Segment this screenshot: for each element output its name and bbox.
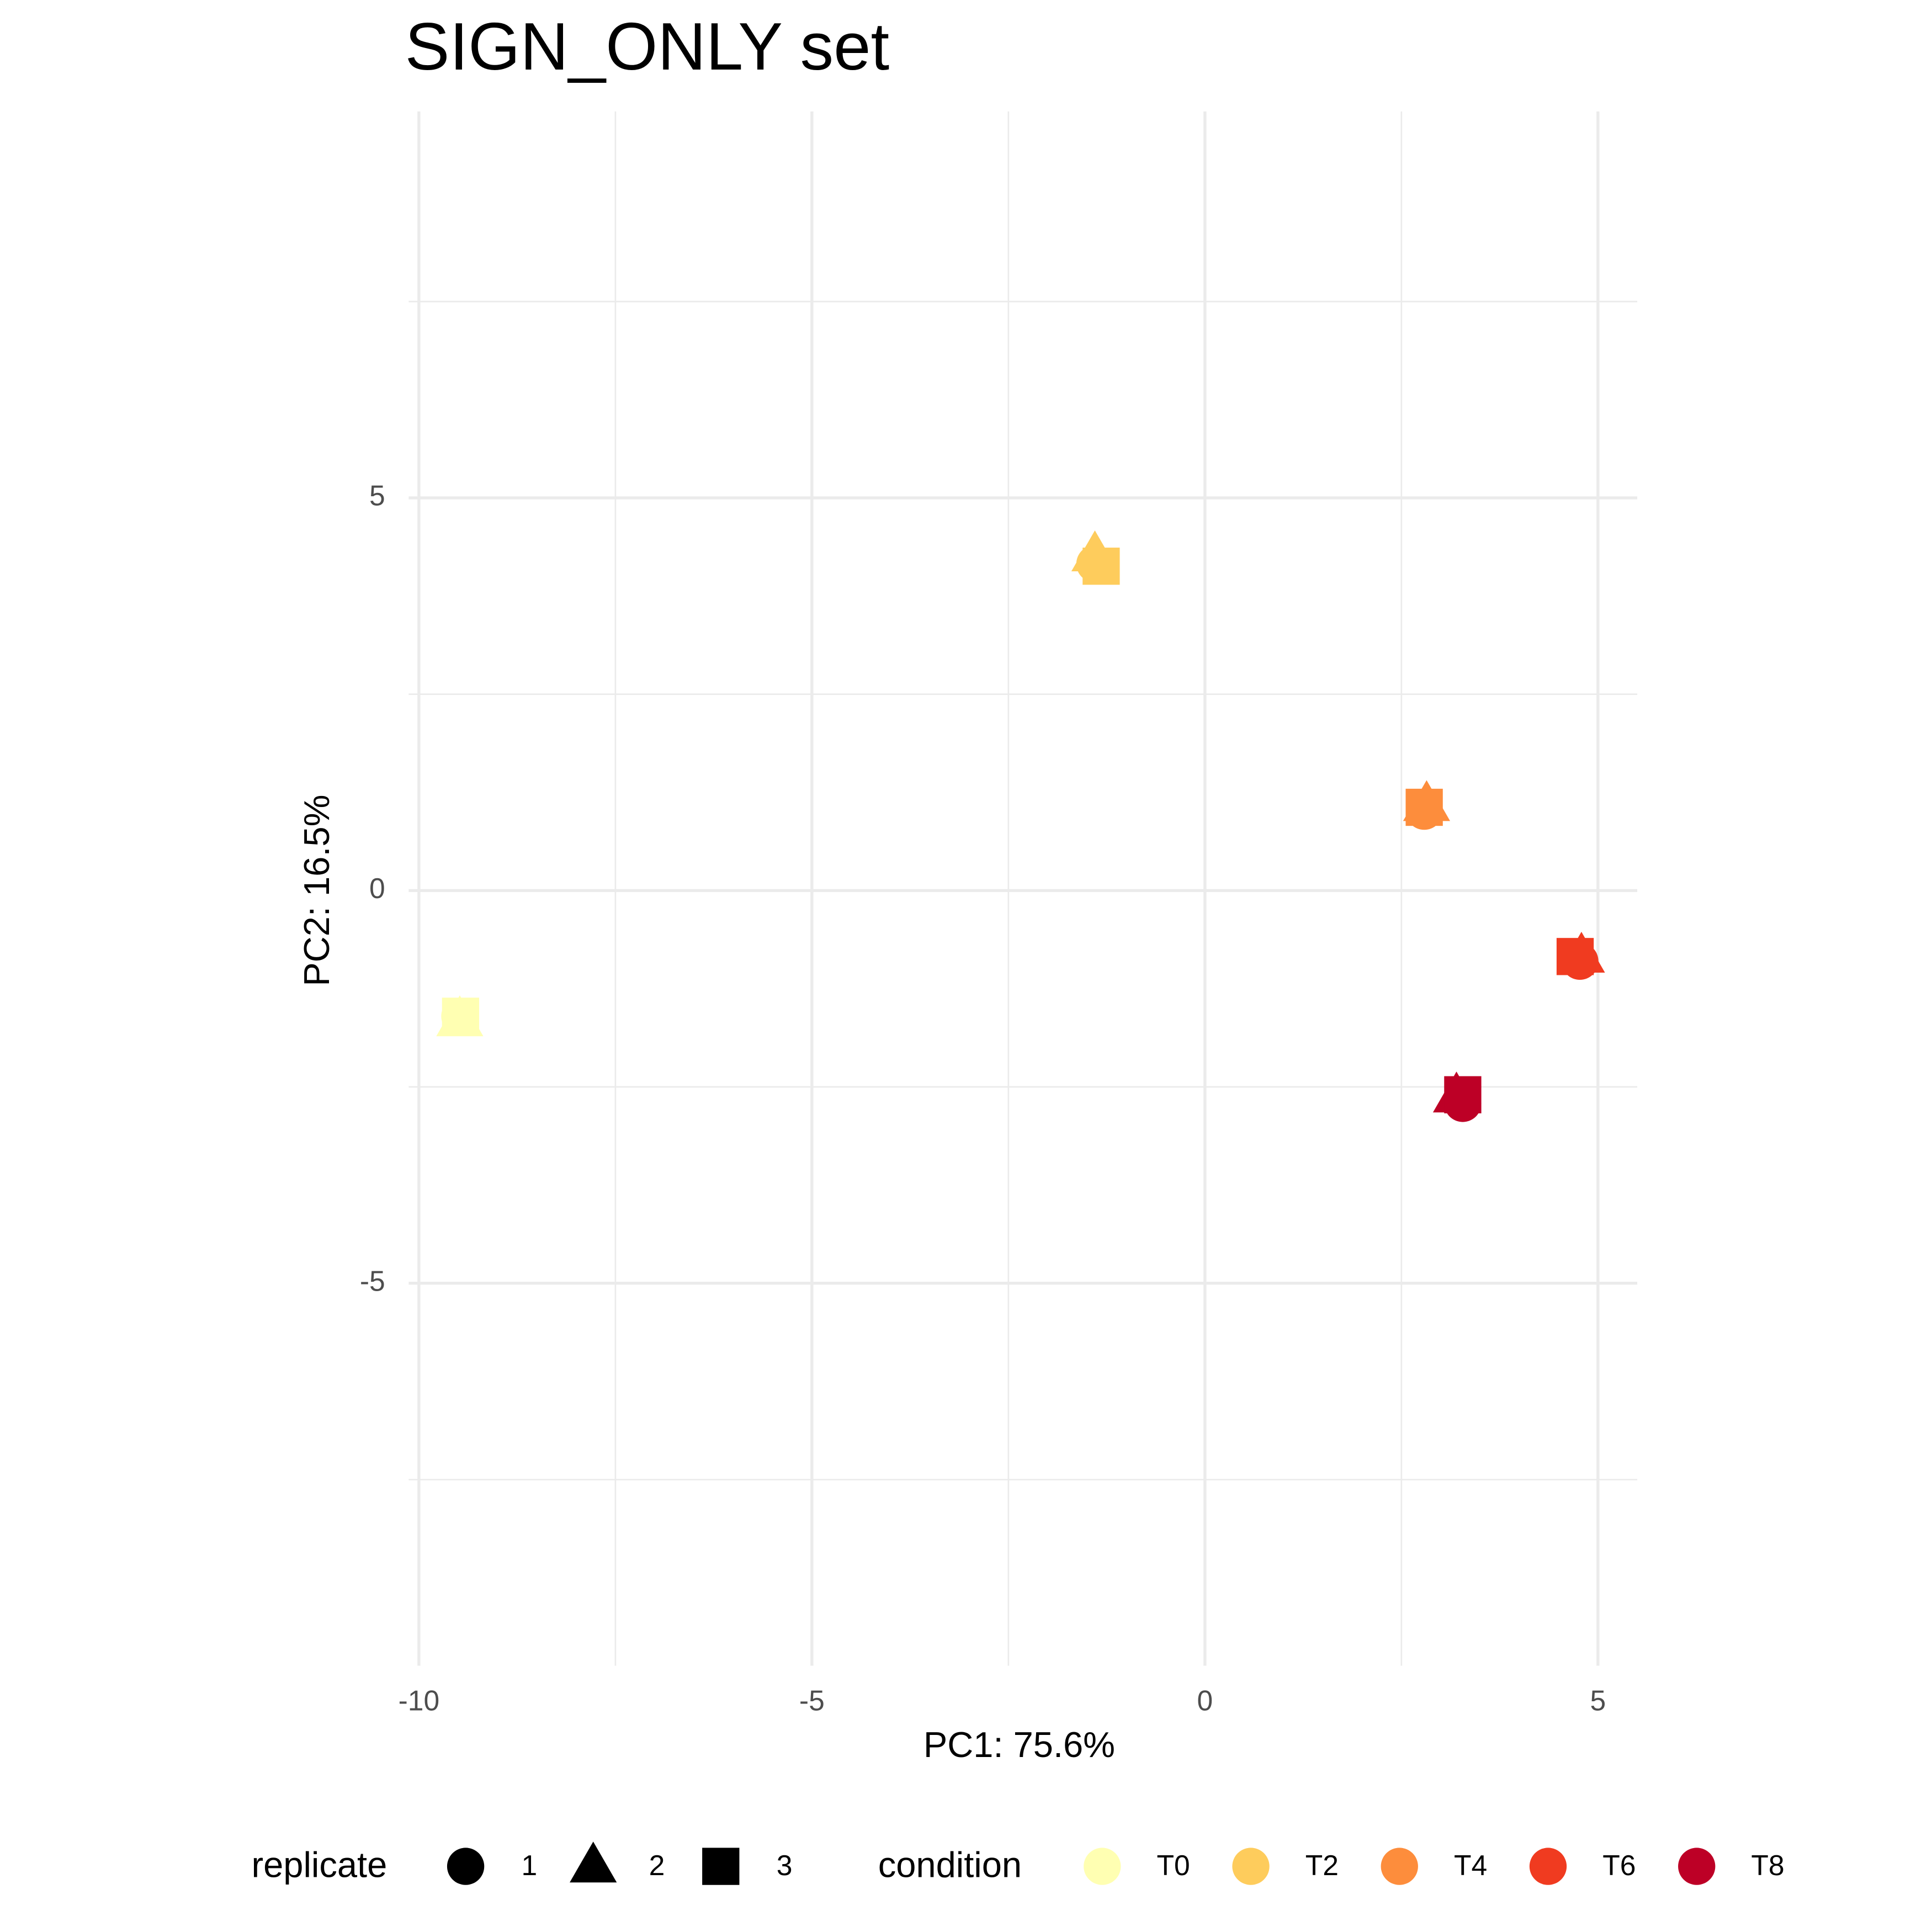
point (1556, 938, 1594, 975)
legend-label: T6 (1602, 1849, 1636, 1881)
legend-swatch (1232, 1848, 1270, 1885)
legend-label: 3 (777, 1849, 793, 1881)
legend-label: 1 (522, 1849, 538, 1881)
legend-shape (702, 1848, 740, 1885)
legend-swatch (1381, 1848, 1418, 1885)
legend-shape (447, 1848, 485, 1885)
y-tick-label: 5 (369, 480, 385, 512)
x-tick-label: -5 (799, 1685, 825, 1717)
legend-label: T2 (1305, 1849, 1339, 1881)
shape-legend-title: replicate (251, 1845, 387, 1885)
y-axis-label: PC2: 16.5% (296, 795, 337, 986)
y-tick-label: 0 (369, 872, 385, 904)
x-axis-label: PC1: 75.6% (923, 1724, 1115, 1765)
legend-swatch (1084, 1848, 1121, 1885)
legend-label: T8 (1751, 1849, 1784, 1881)
x-tick-label: 0 (1197, 1685, 1213, 1717)
legend-shape (570, 1841, 617, 1883)
point (442, 997, 480, 1035)
x-tick-label: -10 (399, 1685, 440, 1717)
point (1405, 788, 1443, 826)
legend-label: T4 (1454, 1849, 1487, 1881)
legend-swatch (1529, 1848, 1567, 1885)
point (1444, 1076, 1482, 1113)
color-legend-title: condition (878, 1845, 1022, 1885)
y-tick-label: -5 (360, 1265, 385, 1297)
point (1082, 548, 1120, 585)
chart-title: SIGN_ONLY set (405, 9, 889, 84)
legend-label: T0 (1157, 1849, 1190, 1881)
legend-label: 2 (649, 1849, 665, 1881)
x-tick-label: 5 (1590, 1685, 1606, 1717)
legend-swatch (1678, 1848, 1716, 1885)
